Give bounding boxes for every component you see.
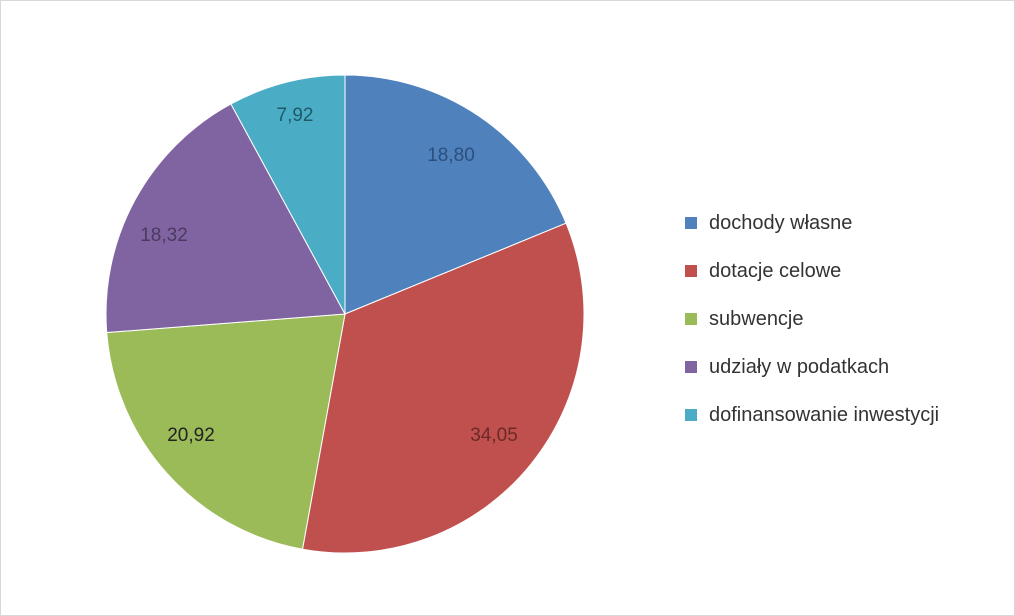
legend-item-4: udziały w podatkach: [685, 343, 939, 391]
legend-swatch-5: [685, 409, 697, 421]
data-label-4: 18,32: [140, 225, 188, 246]
data-label-3: 20,92: [167, 425, 215, 446]
data-label-5: 7,92: [277, 105, 314, 126]
legend-label-5: dofinansowanie inwestycji: [709, 404, 939, 427]
legend-label-1: dochody własne: [709, 212, 852, 235]
legend-item-5: dofinansowanie inwestycji: [685, 391, 939, 439]
pie-slice-3: [107, 314, 345, 549]
legend-label-3: subwencje: [709, 308, 804, 331]
legend-swatch-1: [685, 217, 697, 229]
legend-item-3: subwencje: [685, 295, 939, 343]
chart-legend: dochody własne dotacje celowe subwencje udz…: [685, 199, 939, 439]
legend-swatch-2: [685, 265, 697, 277]
legend-item-2: dotacje celowe: [685, 247, 939, 295]
pie-slices: [106, 75, 584, 553]
legend-label-4: udziały w podatkach: [709, 356, 889, 379]
legend-item-1: dochody własne: [685, 199, 939, 247]
data-label-2: 34,05: [470, 425, 518, 446]
data-label-1: 18,80: [427, 145, 475, 166]
legend-swatch-3: [685, 313, 697, 325]
legend-swatch-4: [685, 361, 697, 373]
legend-label-2: dotacje celowe: [709, 260, 841, 283]
